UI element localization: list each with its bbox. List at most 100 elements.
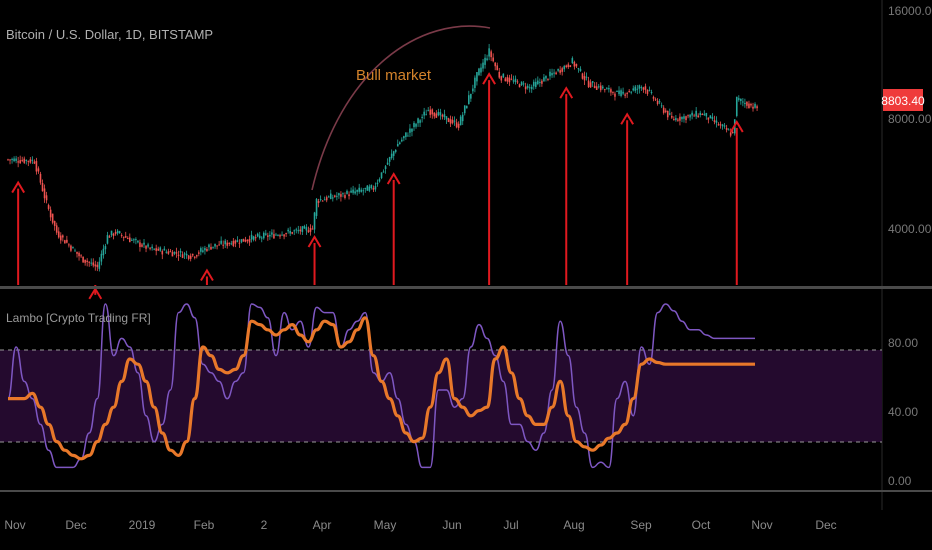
time-axis[interactable]: Nov Dec 2019 Feb 2 Apr May Jun Jul Aug Sep Oct Nov De… (4, 518, 836, 532)
candle (100, 250, 103, 266)
candle (273, 229, 275, 239)
candle-body (323, 199, 326, 201)
candle (411, 128, 413, 137)
candle-body (78, 252, 80, 257)
candle-body (744, 102, 746, 104)
candle (173, 251, 176, 256)
candle (752, 102, 754, 112)
candle-body (579, 68, 582, 71)
candle (484, 54, 486, 69)
candle-body (754, 103, 756, 108)
candle (437, 108, 440, 117)
candle (520, 81, 523, 87)
candle (78, 251, 80, 261)
candle (401, 137, 403, 143)
candle-body (187, 255, 190, 259)
candle-body (589, 82, 592, 88)
candle-body (496, 65, 499, 71)
candle-body (731, 132, 734, 134)
candle (17, 156, 19, 168)
candle (646, 89, 649, 96)
candle (161, 249, 164, 260)
candle-body (47, 205, 50, 209)
candle (336, 192, 338, 201)
candle (285, 232, 287, 237)
candle-body (37, 168, 40, 172)
signal-arrow-head (11, 180, 26, 194)
candle (147, 242, 149, 249)
candle (721, 123, 724, 130)
candle (642, 86, 645, 93)
candle (265, 229, 267, 236)
candle-body (348, 194, 350, 197)
candle (405, 132, 407, 140)
candle (118, 230, 121, 234)
pane-separator[interactable] (0, 286, 932, 289)
candle-body (368, 186, 371, 191)
candle (711, 113, 714, 121)
candle (532, 79, 535, 90)
candle (746, 101, 748, 109)
candle-body (553, 72, 555, 74)
symbol-title[interactable]: Bitcoin / U.S. Dollar, 1D, BITSTAMP (6, 27, 213, 42)
candle-body (388, 157, 391, 162)
candle-body (285, 233, 287, 235)
candle (332, 194, 334, 202)
candle-body (218, 244, 220, 246)
candle (356, 189, 358, 196)
candle-body (356, 189, 358, 192)
candle-body (457, 123, 460, 128)
indicator-pane[interactable]: Lambo [Crypto Trading FR] 80.00 40.00 0.… (0, 303, 918, 488)
candle-body (214, 243, 216, 247)
candle-body (421, 116, 423, 118)
candle (232, 237, 235, 248)
candle-body (165, 251, 168, 253)
candle (29, 157, 32, 164)
candle-body (161, 250, 164, 255)
time-axis-label: Sep (630, 518, 652, 532)
price-pane[interactable]: Bull market (7, 25, 758, 300)
indicator-title[interactable]: Lambo [Crypto Trading FR] (6, 311, 151, 325)
candle (583, 71, 586, 85)
candle-body (291, 232, 293, 234)
candle-body (344, 195, 346, 198)
candle (295, 227, 298, 234)
candle (626, 91, 628, 98)
candle (293, 229, 296, 236)
candle (198, 250, 200, 257)
candle (729, 128, 732, 138)
candle (323, 196, 326, 201)
candle (25, 159, 28, 165)
candle (585, 72, 588, 81)
candle (98, 257, 101, 272)
candle-body (195, 255, 198, 257)
candle-body (587, 80, 590, 88)
candle (463, 105, 466, 116)
candle (652, 95, 655, 102)
candle (388, 156, 391, 167)
candle-body (220, 240, 222, 244)
signal-arrows (11, 72, 744, 300)
candle (141, 242, 143, 248)
candle-body (248, 238, 251, 243)
candle-body (254, 237, 257, 239)
candle (662, 105, 665, 115)
candle-body (472, 88, 474, 92)
candle-body (614, 93, 616, 97)
candle-body (638, 85, 641, 89)
candle (145, 245, 147, 253)
candle (90, 258, 93, 266)
candle-body (435, 113, 438, 118)
candle-body (147, 244, 149, 247)
candle-body (210, 246, 212, 250)
candle (297, 225, 300, 234)
candle (713, 115, 716, 125)
candle-body (145, 245, 147, 249)
candle (650, 89, 653, 95)
signal-arrow-head (307, 235, 322, 248)
candle-body (9, 159, 11, 161)
candle-body (45, 195, 48, 201)
candle-body (443, 114, 446, 118)
candle-body (380, 172, 383, 179)
